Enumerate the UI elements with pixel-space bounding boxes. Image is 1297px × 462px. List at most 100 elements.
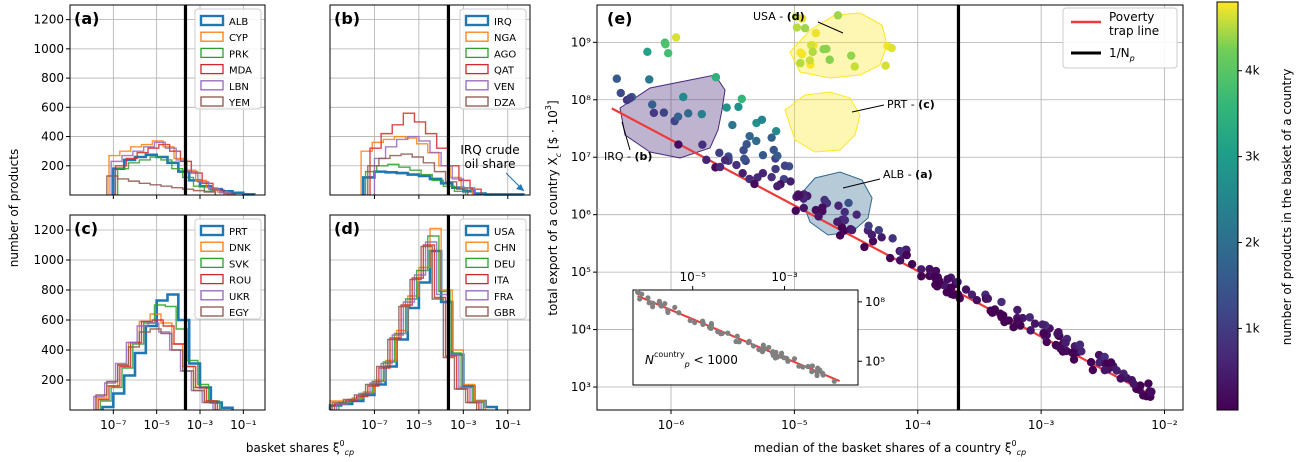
- legend-box: [459, 218, 527, 320]
- scatter-point: [840, 215, 850, 225]
- colorbar-gradient: [1216, 1, 1239, 411]
- scatter-point: [1038, 320, 1047, 329]
- histogram-rou: [97, 319, 219, 410]
- y-tick-label: 10⁷: [571, 150, 591, 164]
- scatter-point: [722, 103, 731, 112]
- y-tick-label: 1200: [33, 13, 64, 27]
- inset-point: [760, 342, 766, 348]
- histogram-yem: [106, 175, 216, 195]
- scatter-point: [740, 154, 749, 164]
- legend-label: QAT: [494, 66, 515, 77]
- scatter-point: [773, 151, 782, 161]
- colorbar-tick-label: 2k: [1245, 236, 1260, 250]
- scatter-point: [847, 225, 857, 235]
- inset-point: [800, 364, 806, 370]
- colorbar: 1k 2k 3k 4k number of products in the basket…: [1216, 1, 1294, 411]
- annotation-arrow: [851, 104, 885, 113]
- scatter-point: [795, 191, 804, 200]
- inset-point: [805, 363, 811, 370]
- histogram-ven: [373, 135, 476, 195]
- annotation-usa: USA - (d): [753, 10, 805, 23]
- y-tick-label: 10⁵: [571, 265, 591, 279]
- legend-label: VEN: [494, 82, 515, 93]
- scatter-point: [679, 92, 688, 102]
- scatter-point: [715, 148, 724, 158]
- inset-point: [639, 291, 645, 297]
- scatter-point: [808, 47, 817, 57]
- inset-note-part: country: [654, 350, 685, 359]
- inset-point: [637, 296, 643, 302]
- x-tick-label: 10⁻²: [1151, 418, 1178, 432]
- y-tick-label: 1000: [33, 253, 64, 267]
- scatter-point: [663, 48, 673, 58]
- legend-label: AGO: [494, 49, 516, 60]
- panel-d: 10⁻⁷ 10⁻⁵ 10⁻³ 10⁻¹ (d) USA CHN DEU ITA FRA GBR: [328, 214, 531, 432]
- legend-label: EGY: [229, 308, 250, 319]
- scatter-point: [796, 48, 805, 57]
- scatter-point: [1101, 359, 1110, 368]
- y-tick-label: 10³: [571, 380, 591, 394]
- scatter-point: [1068, 348, 1077, 357]
- y-tick-label: 1200: [33, 223, 64, 237]
- scatter-point: [833, 217, 842, 227]
- annotation-alb-part: (a): [915, 168, 932, 181]
- y-tick-label: 10⁹: [571, 35, 591, 49]
- inset-point: [676, 310, 682, 316]
- x-tick-label: 10⁻³: [1028, 418, 1055, 432]
- legend-label: IRQ: [494, 17, 512, 28]
- inset-point: [831, 378, 837, 384]
- scatter-point: [745, 131, 754, 141]
- scatter-point: [697, 109, 707, 119]
- left-ylabel: number of products: [7, 149, 21, 267]
- scatter-point: [661, 40, 670, 49]
- inset-point: [814, 372, 820, 379]
- legend-label: ROU: [229, 276, 251, 287]
- x-tick-label: 10⁻¹: [230, 418, 257, 432]
- inset-point: [645, 295, 651, 301]
- legend-label: LBN: [229, 82, 249, 93]
- inset-x-tick-label: 10⁻⁵: [679, 270, 706, 284]
- annotation-irq-part: (b): [635, 150, 653, 163]
- x-tick-label: 10⁻³: [450, 418, 477, 432]
- scatter-point: [917, 265, 926, 274]
- legend-swatch: [465, 290, 489, 301]
- scatter-point: [649, 108, 659, 118]
- inset-point: [672, 304, 678, 311]
- colorbar-tick-label: 3k: [1245, 150, 1260, 164]
- scatter-point: [844, 198, 853, 208]
- scatter-point: [852, 210, 861, 219]
- scatter-point: [1086, 358, 1096, 367]
- annotation-irq-part: IRQ -: [604, 150, 635, 163]
- scatter-point: [972, 295, 982, 305]
- scatter-point: [983, 294, 993, 303]
- scatter-ylabel-part: total export of a country X: [546, 157, 560, 315]
- legend-swatch: [200, 31, 224, 42]
- scatter-ylabel-part: c: [554, 152, 563, 157]
- inset-y-tick-label: 10⁸: [865, 295, 885, 309]
- scatter-point: [874, 226, 884, 235]
- legend-swatch: [200, 63, 224, 75]
- legend-swatch: [200, 47, 224, 59]
- scatter-point: [1039, 328, 1048, 338]
- y-tick-label: 10⁸: [571, 93, 591, 107]
- scatter-point: [917, 272, 926, 281]
- scatter-point: [752, 136, 761, 146]
- scatter-xlabel: median of the basket shares of a country…: [754, 439, 1026, 457]
- scatter-point: [771, 164, 780, 174]
- scatter-point: [997, 297, 1006, 307]
- legend-swatch: [464, 14, 490, 27]
- inset-point: [766, 344, 772, 351]
- axes-frame: [329, 4, 531, 196]
- legend-swatch: [465, 241, 489, 252]
- histogram-chn: [329, 227, 487, 410]
- scatter-ylabel-part: [$ · 10: [546, 110, 560, 153]
- inset-point: [715, 329, 721, 335]
- scatter-ylabel-part: ]: [546, 100, 560, 105]
- histogram-nga: [360, 135, 473, 195]
- scatter-point: [792, 23, 802, 32]
- scatter-point: [1077, 347, 1086, 356]
- blob-prt: [784, 91, 861, 153]
- inset-x-tick-label: 10⁻³: [771, 270, 798, 284]
- inset-point: [773, 349, 779, 355]
- legend-label: DEU: [494, 259, 515, 270]
